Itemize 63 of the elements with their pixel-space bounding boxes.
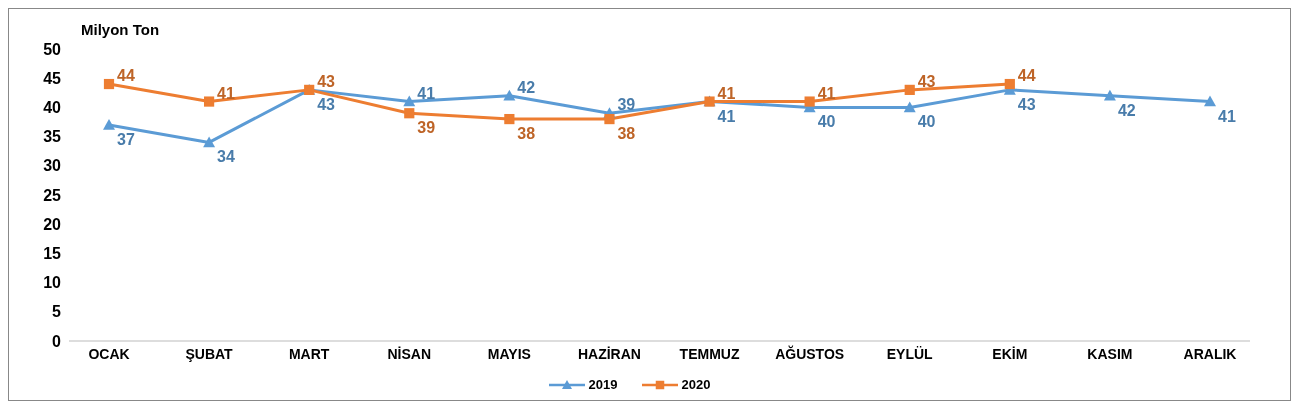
point bbox=[1103, 89, 1116, 101]
y-tick-label: 30 bbox=[43, 157, 62, 175]
y-tick-label: 50 bbox=[43, 40, 62, 58]
point bbox=[904, 84, 915, 95]
y-axis-title: Milyon Ton bbox=[81, 21, 160, 38]
x-tick-label: AĞUSTOS bbox=[775, 344, 845, 362]
y-tick-label: 25 bbox=[43, 186, 62, 204]
point bbox=[903, 101, 916, 113]
point bbox=[203, 136, 216, 148]
data-label: 37 bbox=[117, 130, 135, 148]
data-label: 41 bbox=[417, 84, 436, 102]
x-tick-label: HAZİRAN bbox=[577, 345, 641, 362]
point bbox=[503, 89, 516, 101]
data-label: 39 bbox=[617, 96, 636, 114]
legend-label: 2020 bbox=[680, 377, 711, 392]
x-tick-label: ŞUBAT bbox=[185, 345, 234, 362]
y-tick-label: 5 bbox=[52, 303, 62, 321]
point bbox=[604, 113, 615, 125]
point bbox=[103, 118, 115, 130]
data-label: 42 bbox=[517, 78, 536, 96]
data-label: 40 bbox=[817, 113, 836, 131]
data-label: 41 bbox=[217, 84, 235, 102]
legend-label: 2019 bbox=[587, 377, 618, 392]
point bbox=[203, 96, 215, 107]
data-label: 40 bbox=[917, 113, 936, 131]
x-tick-label: KASIM bbox=[1087, 345, 1133, 362]
data-label: 38 bbox=[617, 125, 636, 143]
y-tick-label: 35 bbox=[43, 128, 62, 146]
x-tick-label: TEMMUZ bbox=[679, 345, 740, 362]
point bbox=[804, 96, 815, 107]
data-label: 43 bbox=[317, 95, 336, 113]
y-tick-label: 20 bbox=[43, 215, 62, 233]
point bbox=[404, 108, 415, 119]
point bbox=[1004, 78, 1015, 90]
data-label: 43 bbox=[917, 72, 936, 90]
x-tick-label: NİSAN bbox=[387, 345, 432, 362]
data-label: 42 bbox=[1117, 101, 1136, 119]
data-label: 41 bbox=[717, 84, 736, 102]
y-tick-label: 40 bbox=[43, 99, 62, 117]
point bbox=[1204, 95, 1216, 107]
x-tick-label: MART bbox=[288, 345, 330, 362]
data-label: 41 bbox=[1218, 107, 1236, 125]
data-label: 34 bbox=[217, 148, 235, 166]
point bbox=[403, 95, 416, 107]
data-label: 38 bbox=[517, 125, 536, 143]
data-label: 43 bbox=[317, 72, 336, 90]
x-tick-label: EYLÜL bbox=[886, 345, 934, 362]
data-label: 43 bbox=[1017, 95, 1036, 113]
x-tick-label: MAYIS bbox=[487, 345, 531, 362]
point bbox=[103, 78, 115, 90]
y-tick-label: 10 bbox=[43, 274, 62, 292]
data-label: 44 bbox=[117, 67, 135, 85]
x-tick-label: ARALIK bbox=[1183, 345, 1237, 362]
y-tick-label: 0 bbox=[52, 332, 62, 350]
data-label: 41 bbox=[817, 84, 836, 102]
y-tick-label: 15 bbox=[43, 245, 62, 263]
x-tick-label: OCAK bbox=[88, 345, 130, 362]
y-tick-label: 45 bbox=[43, 69, 62, 87]
data-label: 41 bbox=[717, 107, 736, 125]
data-label: 44 bbox=[1017, 67, 1036, 85]
point bbox=[504, 113, 515, 125]
data-label: 39 bbox=[417, 119, 436, 137]
x-tick-label: EKİM bbox=[992, 345, 1028, 362]
